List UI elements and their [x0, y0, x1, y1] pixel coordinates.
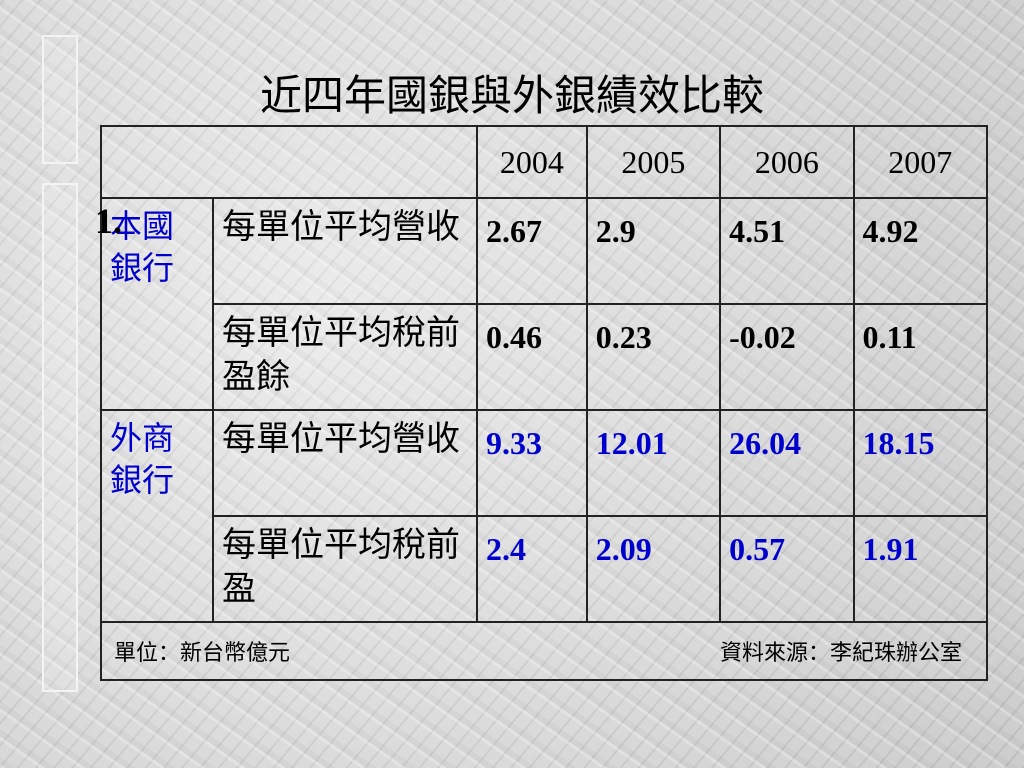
footer-cell: 單位：新台幣億元 資料來源：李紀珠辦公室 — [100, 621, 988, 681]
value-cell: 4.92 — [852, 197, 989, 305]
table: 2004 2005 2006 2007 本國銀行 每單位平均營收 2.67 2.9 4.51 4.… — [100, 125, 989, 681]
slide-title: 近四年國銀與外銀績效比較 — [259, 71, 764, 120]
value-cell: 26.04 — [719, 409, 855, 517]
list-marker: 1. — [95, 201, 122, 241]
value-cell: 18.15 — [852, 409, 989, 517]
corner-cell — [100, 125, 478, 199]
metric-label: 每單位平均稅前盈餘 — [212, 303, 478, 411]
metric-label: 每單位平均稅前盈 — [212, 515, 478, 623]
value-cell: 0.46 — [476, 303, 588, 411]
value-cell: 1.91 — [852, 515, 989, 623]
footer-content: 單位：新台幣億元 資料來源：李紀珠辦公室 — [114, 635, 962, 667]
group-label: 外商銀行 — [100, 409, 214, 623]
year-header: 2004 — [476, 125, 588, 199]
group-label: 本國銀行 — [100, 197, 214, 411]
value-cell: 0.23 — [585, 303, 722, 411]
decor-bar — [42, 183, 78, 692]
value-cell: 0.11 — [852, 303, 989, 411]
data-row: 外商銀行 每單位平均營收 9.33 12.01 26.04 18.15 — [100, 409, 989, 623]
value-cell: 12.01 — [585, 409, 722, 517]
year-header: 2006 — [719, 125, 855, 199]
metric-label: 每單位平均營收 — [212, 409, 478, 517]
year-header: 2007 — [852, 125, 989, 199]
footer-row: 單位：新台幣億元 資料來源：李紀珠辦公室 — [100, 621, 988, 681]
unit-note: 單位：新台幣億元 — [114, 641, 291, 666]
table-body: 2004 2005 2006 2007 本國銀行 每單位平均營收 2.67 2.9 4.51 4.… — [100, 125, 989, 681]
data-row: 每單位平均稅前盈 2.4 2.09 0.57 1.91 — [101, 515, 989, 623]
value-cell: 4.51 — [719, 197, 855, 305]
year-header: 2005 — [585, 125, 722, 199]
decor-bar — [42, 35, 78, 164]
data-row: 本國銀行 每單位平均營收 2.67 2.9 4.51 4.92 — [100, 197, 989, 411]
value-cell: 2.4 — [476, 515, 588, 623]
metric-label: 每單位平均營收 — [212, 197, 478, 305]
value-cell: 0.57 — [719, 515, 855, 623]
data-row: 每單位平均稅前盈餘 0.46 0.23 -0.02 0.11 — [101, 303, 989, 411]
source-note: 資料來源：李紀珠辦公室 — [719, 641, 962, 666]
header-row: 2004 2005 2006 2007 — [100, 125, 989, 199]
value-cell: 2.9 — [585, 197, 722, 305]
value-cell: 2.67 — [476, 197, 588, 305]
value-cell: 2.09 — [585, 515, 722, 623]
value-cell: 9.33 — [476, 409, 588, 517]
value-cell: -0.02 — [719, 303, 855, 411]
